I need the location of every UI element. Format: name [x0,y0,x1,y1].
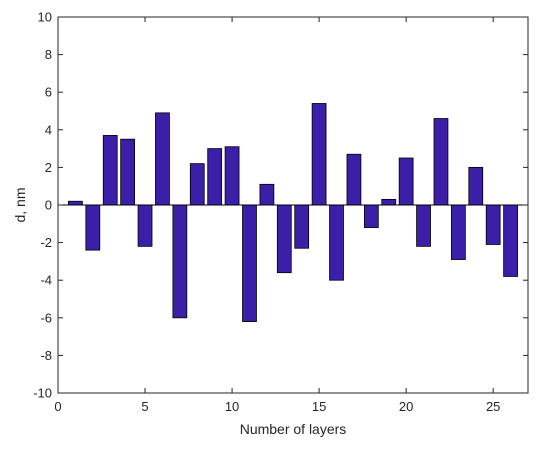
bars-layer [68,103,518,322]
y-tick-label: -10 [33,386,52,401]
bar-3 [102,135,118,206]
bar-22 [433,118,449,206]
bar-15 [311,103,327,206]
y-tick-label: -8 [40,348,52,363]
bar-16 [329,204,344,281]
y-axis-label: d, nm [12,187,28,222]
bar-19 [381,198,397,206]
bar-18 [363,204,379,228]
y-tick-label: 10 [38,10,52,25]
y-tick-label: -6 [40,310,52,325]
bar-25 [485,204,501,245]
x-tick-label: 20 [399,399,413,414]
y-axis-ticks: -10 -8 -6 -4 -2 0 2 4 6 8 10 [33,10,528,401]
x-tick-label: 10 [225,399,239,414]
x-tick-label: 5 [141,399,148,414]
y-tick-label: -2 [40,235,52,250]
bar-4 [120,138,135,206]
bar-9 [207,148,223,206]
x-tick-label: 15 [312,399,326,414]
y-tick-label: -4 [40,273,52,288]
bar-11 [242,204,257,322]
bar-8 [189,163,205,206]
bar-26 [503,204,518,277]
y-tick-label: 4 [45,122,52,137]
bar-6 [155,112,170,206]
bar-23 [451,204,466,260]
bar-14 [294,204,310,249]
y-tick-label: 8 [45,47,52,62]
bar-17 [346,153,362,206]
y-tick-label: 6 [45,85,52,100]
bar-5 [137,204,153,247]
bar-13 [276,204,292,274]
y-tick-label: 2 [45,160,52,175]
x-axis-label: Number of layers [240,421,347,437]
bar-21 [416,204,431,247]
x-tick-label: 25 [486,399,500,414]
bar-24 [468,166,484,206]
bar-1 [68,200,83,206]
bar-7 [172,204,188,319]
bar-20 [398,157,414,206]
y-tick-label: 0 [45,198,52,213]
x-tick-label: 0 [54,399,61,414]
x-axis-ticks: 0 5 10 15 20 25 [54,17,500,414]
bar-10 [224,146,240,206]
bar-12 [259,183,275,206]
bar-2 [85,204,101,251]
